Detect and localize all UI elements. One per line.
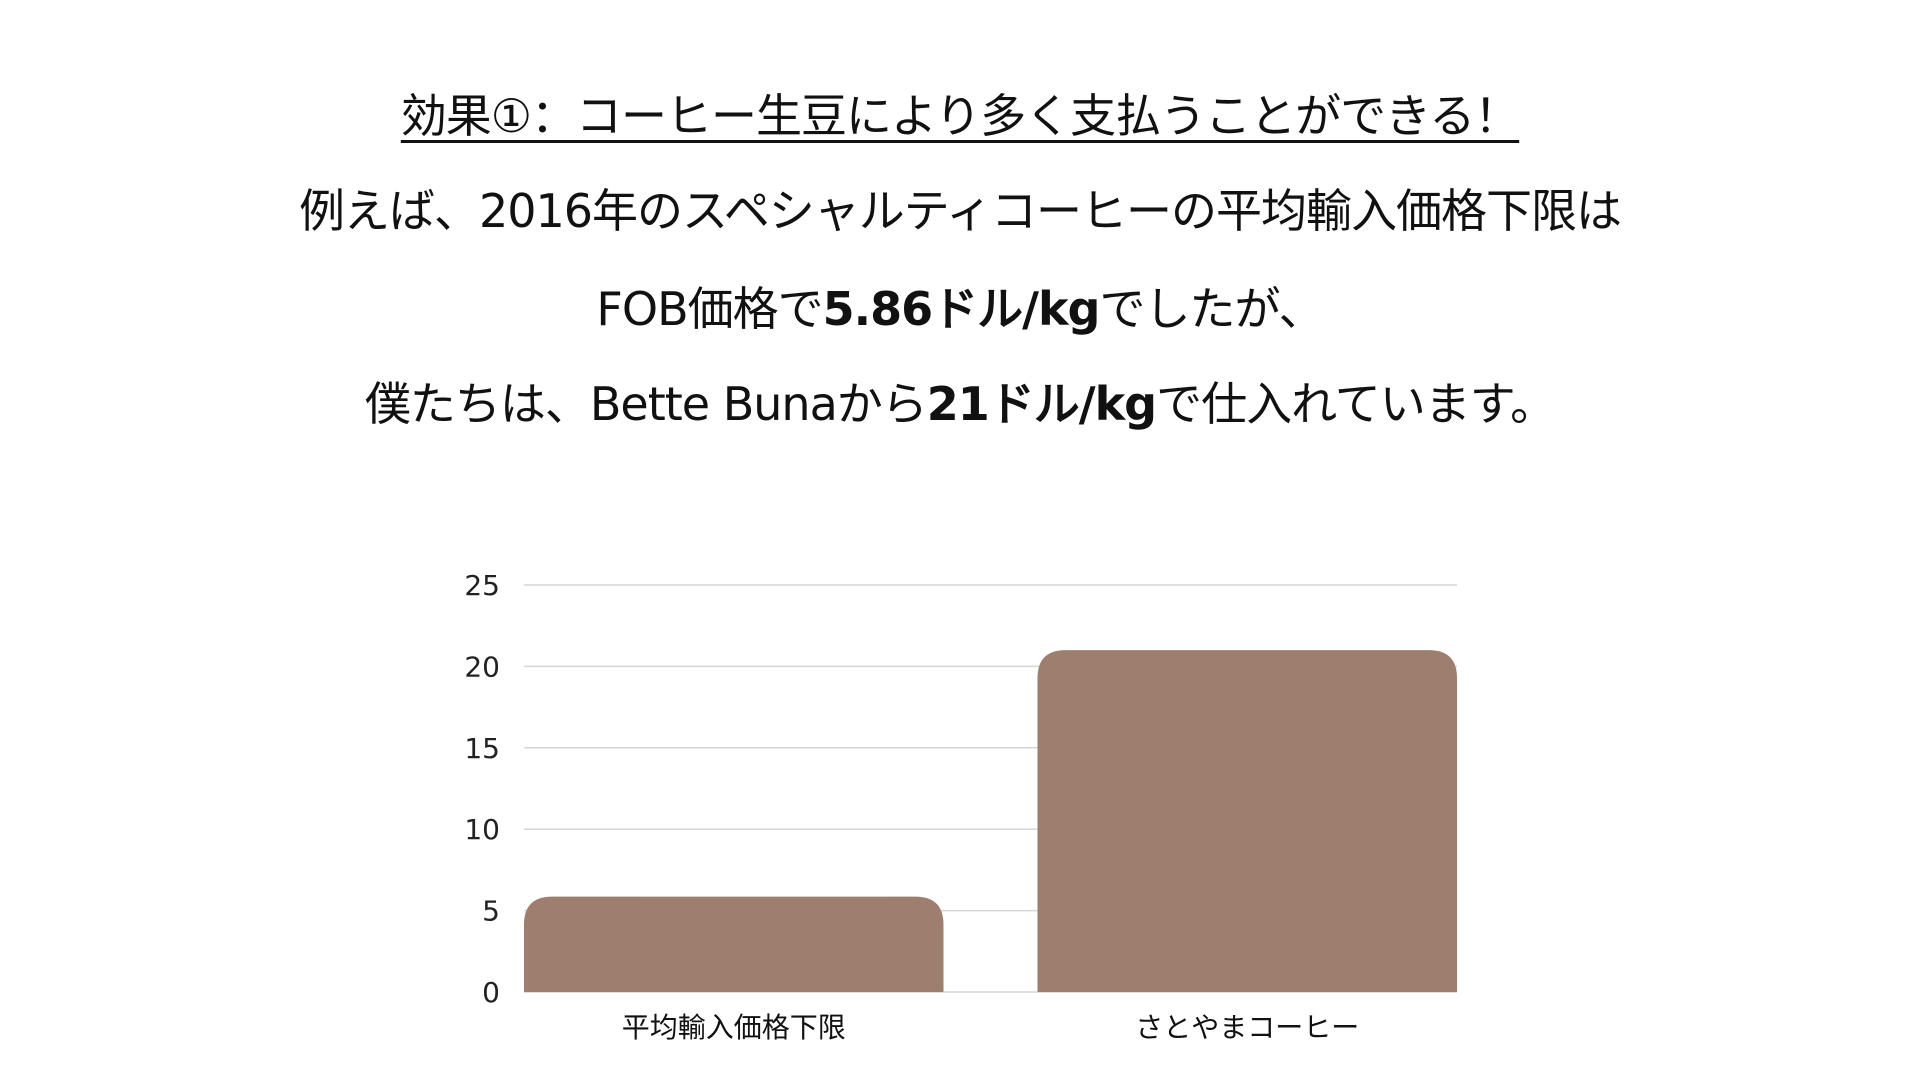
y-tick-label: 25 [464,569,500,602]
text-line-4: 僕たちは、Bette Bunaから21ドル/kgで仕入れています。 [0,374,1920,434]
text-line-2: 例えば、2016年のスペシャルティコーヒーの平均輸入価格下限は [298,184,1622,238]
line4-post: で仕入れています。 [1156,377,1556,431]
y-tick-label: 20 [464,650,500,683]
title-text: 効果①：コーヒー生豆により多く支払うことができる！ [400,89,1520,143]
y-tick-label: 10 [464,813,500,846]
bar [1037,650,1457,992]
text-line-3: FOB価格で5.86ドル/kgでしたが、 [0,279,1920,339]
line3-pre: FOB価格で [596,282,823,336]
x-category-label: 平均輸入価格下限 [622,1011,846,1044]
bar [524,896,944,992]
y-tick-label: 0 [482,976,500,1009]
x-category-label: さとやまコーヒー [1135,1011,1359,1044]
line3-bold: 5.86ドル/kg [822,282,1101,336]
title: 効果①：コーヒー生豆により多く支払うことができる！ [0,86,1920,146]
line3-post: でしたが、 [1099,282,1324,336]
line4-pre: 僕たちは、Bette Bunaから [364,377,928,431]
y-tick-label: 5 [482,895,500,928]
line4-bold: 21ドル/kg [926,377,1157,431]
y-tick-label: 15 [464,732,500,765]
